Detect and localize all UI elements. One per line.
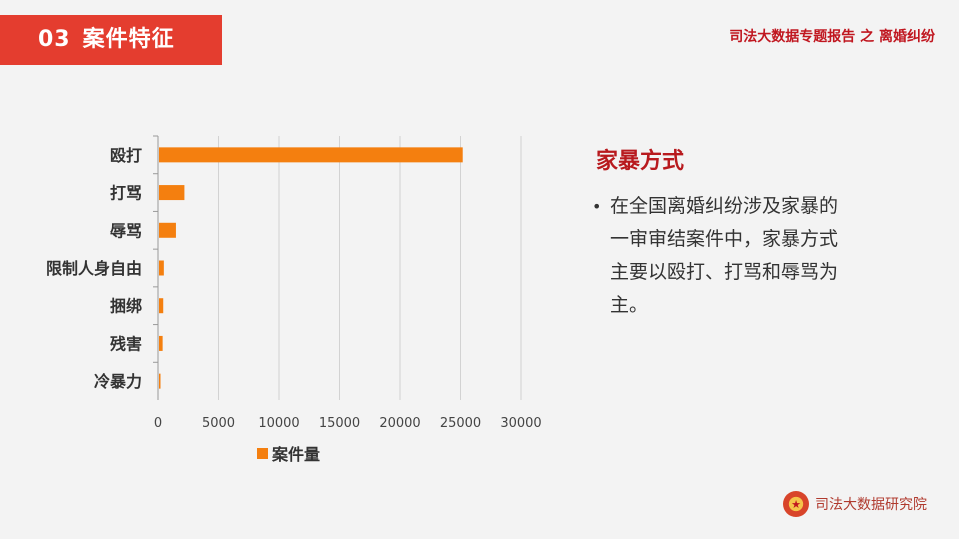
- category-label: 残害: [110, 334, 142, 353]
- bar-2: [159, 222, 176, 238]
- category-label: 限制人身自由: [46, 259, 142, 278]
- court-emblem-icon: ★: [783, 491, 809, 517]
- x-tick-label: 20000: [379, 416, 420, 431]
- bar-1: [159, 185, 185, 201]
- section-tab: 03 案件特征: [0, 15, 222, 65]
- category-label: 冷暴力: [94, 372, 142, 391]
- bar-5: [159, 335, 163, 351]
- category-label: 殴打: [110, 146, 142, 165]
- bar-3: [159, 260, 164, 276]
- section-number: 03: [38, 27, 71, 52]
- bullet-dot: •: [592, 197, 602, 216]
- x-tick-label: 5000: [202, 416, 235, 431]
- x-tick-label: 15000: [319, 416, 360, 431]
- bullet-item: • 在全国离婚纠纷涉及家暴的一审审结案件中，家暴方式主要以殴打、打骂和辱骂为主。: [592, 190, 854, 322]
- bar-0: [159, 147, 463, 163]
- legend-label: 案件量: [271, 445, 320, 464]
- legend-swatch: [257, 448, 268, 459]
- category-label: 打骂: [110, 184, 142, 203]
- footer-brand-text: 司法大数据研究院: [815, 497, 927, 513]
- category-label: 辱骂: [110, 221, 142, 240]
- x-tick-label: 30000: [500, 416, 541, 431]
- x-tick-label: 0: [154, 416, 162, 431]
- category-label: 捆绑: [110, 297, 142, 316]
- report-title: 司法大数据专题报告 之 离婚纠纷: [729, 29, 935, 45]
- section-title: 案件特征: [82, 27, 175, 52]
- x-tick-label: 25000: [440, 416, 481, 431]
- bar-6: [159, 373, 161, 389]
- side-title: 家暴方式: [596, 149, 685, 174]
- bar-4: [159, 298, 164, 314]
- footer-brand: ★ 司法大数据研究院: [783, 491, 927, 517]
- bar-chart: 殴打打骂辱骂限制人身自由捆绑残害冷暴力 0 5000 10000 15000 20000 2…: [46, 135, 542, 464]
- bullet-text: 在全国离婚纠纷涉及家暴的一审审结案件中，家暴方式主要以殴打、打骂和辱骂为主。: [610, 195, 839, 316]
- x-tick-label: 10000: [258, 416, 299, 431]
